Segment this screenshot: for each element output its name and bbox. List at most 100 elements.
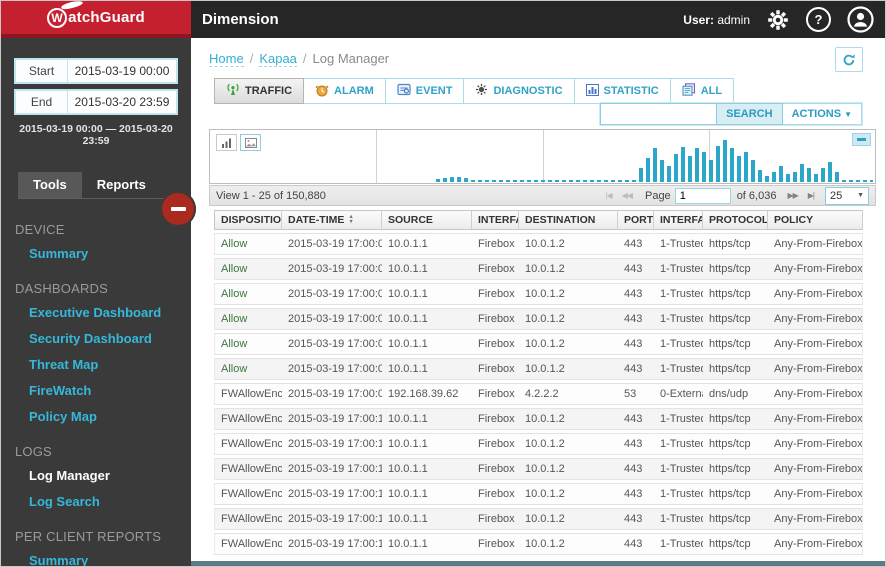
chart-bar xyxy=(688,156,693,182)
breadcrumb-home[interactable]: Home xyxy=(209,51,244,67)
column-header-protocol[interactable]: PROTOCOL xyxy=(703,210,768,230)
table-row[interactable]: Allow 2015-03-19 17:00:01 10.0.1.1 Firebox 1… xyxy=(214,258,863,280)
cell-source: 10.0.1.1 xyxy=(382,283,472,305)
chart-bar xyxy=(842,180,847,182)
table-row[interactable]: FWAllowEnc 2015-03-19 17:00:13 10.0.1.1 Fir… xyxy=(214,508,863,530)
column-header-label: DESTINATION xyxy=(525,214,596,226)
cell-port: 443 xyxy=(618,408,654,430)
chart-gridline xyxy=(376,130,378,183)
refresh-button[interactable] xyxy=(835,47,863,72)
chart-bar xyxy=(709,160,714,182)
cell-date-time: 2015-03-19 17:00:12 xyxy=(282,433,382,455)
chart-bar xyxy=(793,172,798,182)
chart-bar xyxy=(485,180,490,182)
sidebar-item-log-manager[interactable]: Log Manager xyxy=(29,467,110,483)
chart-bar xyxy=(436,179,441,182)
start-date-value[interactable]: 2015-03-19 00:00 xyxy=(74,64,170,78)
sidebar-item-security-dashboard[interactable]: Security Dashboard xyxy=(29,330,152,346)
cell-destination: 10.0.1.2 xyxy=(519,408,618,430)
tab-statistic[interactable]: STATISTIC xyxy=(574,78,671,104)
table-row[interactable]: FWAllowEnc 2015-03-19 17:00:13 10.0.1.1 Fir… xyxy=(214,533,863,555)
table-row[interactable]: Allow 2015-03-19 17:00:03 10.0.1.1 Firebox 1… xyxy=(214,333,863,355)
logo-wordmark: atchGuard xyxy=(68,9,145,26)
sidebar-item-summary[interactable]: Summary xyxy=(29,245,89,261)
horizontal-scrollbar[interactable] xyxy=(191,561,885,566)
cell-port: 443 xyxy=(618,458,654,480)
cell-source: 10.0.1.1 xyxy=(382,433,472,455)
tab-event[interactable]: EVENT xyxy=(385,78,465,104)
table-row[interactable]: FWAllowEnc 2015-03-19 17:00:04 192.168.39.… xyxy=(214,383,863,405)
cell-date-time: 2015-03-19 17:00:03 xyxy=(282,283,382,305)
image-export-icon[interactable] xyxy=(240,134,261,151)
sidebar-tab-reports[interactable]: Reports xyxy=(96,177,146,192)
previous-page-icon[interactable]: ◀◀ xyxy=(621,191,633,200)
page-number-input[interactable] xyxy=(674,187,731,204)
column-header-port[interactable]: PORT xyxy=(618,210,654,230)
column-header-date-time[interactable]: DATE-TIME ▲ ▼ xyxy=(282,210,382,230)
cell-protocol: https/tcp xyxy=(703,333,768,355)
table-row[interactable]: Allow 2015-03-19 17:00:03 10.0.1.1 Firebox 1… xyxy=(214,308,863,330)
sidebar-section-per-client-reports: PER CLIENT REPORTSSummaryDetail xyxy=(15,529,191,567)
cell-disposition: FWAllowEnc xyxy=(214,533,282,555)
help-icon[interactable]: ? xyxy=(806,7,831,32)
tab-diagnostic[interactable]: DIAGNOSTIC xyxy=(464,78,575,104)
sidebar-collapse-button[interactable] xyxy=(160,191,196,227)
table-row[interactable]: FWAllowEnc 2015-03-19 17:00:13 10.0.1.1 Fir… xyxy=(214,483,863,505)
first-page-icon[interactable]: |◀ xyxy=(605,191,612,200)
column-header-destination[interactable]: DESTINATION xyxy=(519,210,618,230)
table-row[interactable]: FWAllowEnc 2015-03-19 17:00:13 10.0.1.1 Fir… xyxy=(214,458,863,480)
page-size-select[interactable]: 25 ▼ xyxy=(825,186,869,205)
sidebar-item-firewatch[interactable]: FireWatch xyxy=(29,382,92,398)
column-header-disposition[interactable]: DISPOSITION xyxy=(214,210,282,230)
table-row[interactable]: Allow 2015-03-19 17:00:01 10.0.1.1 Firebox 1… xyxy=(214,233,863,255)
tab-traffic[interactable]: TRAFFIC xyxy=(214,78,305,104)
account-person-icon[interactable] xyxy=(847,6,874,33)
chart-bar xyxy=(597,180,602,182)
cell-disposition: FWAllowEnc xyxy=(214,408,282,430)
search-input[interactable] xyxy=(600,103,717,125)
chart-bar xyxy=(576,180,581,182)
next-page-icon[interactable]: ▶▶ xyxy=(787,191,798,200)
table-row[interactable]: Allow 2015-03-19 17:00:03 10.0.1.1 Firebox 1… xyxy=(214,358,863,380)
table-row[interactable]: Allow 2015-03-19 17:00:03 10.0.1.1 Firebox 1… xyxy=(214,283,863,305)
tab-label: ALARM xyxy=(334,85,374,97)
view-range-text: View 1 - 25 of 150,880 xyxy=(216,189,326,202)
end-date-field[interactable]: End 2015-03-20 23:59 xyxy=(14,89,178,115)
last-page-icon[interactable]: ▶| xyxy=(807,191,815,200)
column-header-interface[interactable]: INTERFACE xyxy=(472,210,519,230)
log-volume-chart[interactable] xyxy=(209,129,876,184)
table-row[interactable]: FWAllowEnc 2015-03-19 17:00:12 10.0.1.1 Fir… xyxy=(214,408,863,430)
column-header-source[interactable]: SOURCE xyxy=(382,210,472,230)
bar-chart-icon[interactable] xyxy=(216,134,237,151)
chart-bar xyxy=(821,168,826,182)
chart-collapse-button[interactable] xyxy=(852,133,871,146)
table-header-row: DISPOSITIONDATE-TIME▲▼SOURCEINTERFACEDES… xyxy=(214,210,863,230)
sidebar-section-logs: LOGS Log Manager Log Search xyxy=(15,444,191,514)
end-date-value[interactable]: 2015-03-20 23:59 xyxy=(74,95,170,109)
column-header-policy[interactable]: POLICY xyxy=(768,210,863,230)
chart-bar xyxy=(492,180,497,182)
sidebar-item-executive-dashboard[interactable]: Executive Dashboard xyxy=(29,304,162,320)
tab-all[interactable]: ALL xyxy=(670,78,735,104)
sidebar-item-summary[interactable]: Summary xyxy=(29,552,89,567)
column-header-interface[interactable]: INTERFACE xyxy=(654,210,703,230)
actions-button[interactable]: ACTIONS ▼ xyxy=(782,103,862,125)
sidebar-item-policy-map[interactable]: Policy Map xyxy=(29,408,97,424)
breadcrumb-kapaa[interactable]: Kapaa xyxy=(259,51,297,67)
start-date-field[interactable]: Start 2015-03-19 00:00 xyxy=(14,58,178,84)
sidebar-tab-tools[interactable]: Tools xyxy=(18,172,82,198)
sidebar-section-title: LOGS xyxy=(15,444,52,459)
settings-gear-icon[interactable] xyxy=(766,8,790,32)
chart-bar xyxy=(765,176,770,182)
chart-bar xyxy=(618,180,623,182)
sidebar-item-log-search[interactable]: Log Search xyxy=(29,493,100,509)
column-header-label: INTERFACE xyxy=(660,214,702,226)
sidebar-item-threat-map[interactable]: Threat Map xyxy=(29,356,99,372)
search-button[interactable]: SEARCH xyxy=(716,103,783,125)
sidebar-tabs: Tools Reports xyxy=(18,172,191,199)
cell-disposition: Allow xyxy=(214,308,282,330)
table-row[interactable]: FWAllowEnc 2015-03-19 17:00:12 10.0.1.1 Fir… xyxy=(214,433,863,455)
tab-alarm[interactable]: ALARM xyxy=(304,78,386,104)
sort-icon[interactable]: ▲ ▼ xyxy=(348,214,353,225)
